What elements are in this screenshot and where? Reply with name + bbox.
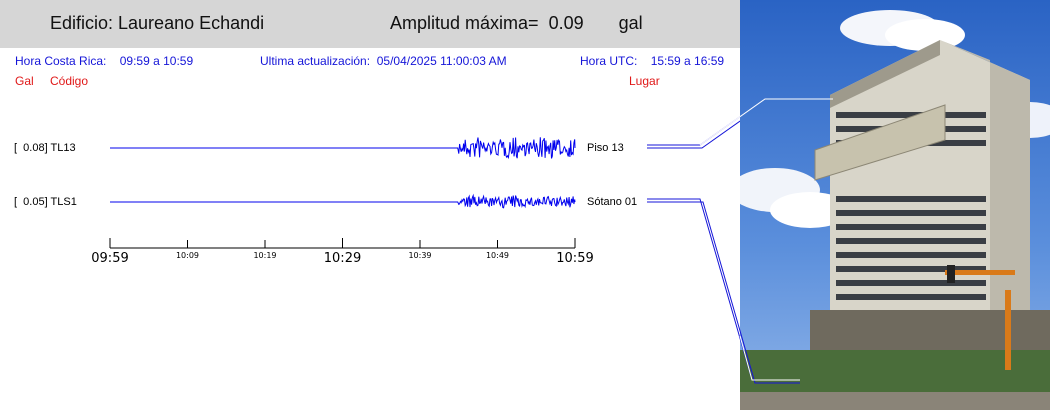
traffic-light <box>947 265 955 283</box>
peak-gal-tls1: 0.05 <box>23 196 45 208</box>
costa-rica-time: Hora Costa Rica: 09:59 a 10:59 <box>15 54 193 68</box>
building-photo <box>740 0 1050 410</box>
tick-label: 10:59 <box>556 251 593 266</box>
channel-label-tls1: [ 0.05] TLS1 <box>14 196 77 208</box>
utc-time-range: 15:59 a 16:59 <box>650 54 725 68</box>
code-tls1: TLS1 <box>50 196 77 208</box>
trace-tl13 <box>110 137 576 160</box>
street <box>740 392 1050 410</box>
peak-gal-tl13: 0.08 <box>23 142 45 154</box>
amplitude-label: Amplitud máxima= <box>390 13 539 33</box>
connector-piso13 <box>647 116 740 146</box>
column-gal: Gal <box>15 74 34 88</box>
building-name: Edificio: Laureano Echandi <box>50 13 265 33</box>
update-label: Ultima actualización: <box>260 54 371 68</box>
canopy <box>814 104 946 181</box>
trace-tls1 <box>110 193 576 209</box>
tick-label: 10:29 <box>324 251 361 266</box>
traffic-pole <box>1005 290 1011 370</box>
max-amplitude: Amplitud máxima= 0.09 gal <box>390 13 643 34</box>
connector-lines <box>647 116 740 149</box>
amplitude-unit: gal <box>618 13 643 33</box>
time-axis: 09:59 10:29 10:59 10:09 10:19 10:39 10:49 <box>91 238 594 266</box>
code-tl13: TL13 <box>50 142 76 154</box>
connector-piso13-b <box>647 120 740 149</box>
last-update: Ultima actualización: 05/04/2025 11:00:0… <box>260 54 507 68</box>
location-tls1: Sótano 01 <box>587 196 638 208</box>
seismogram-plot: 09:59 10:29 10:59 10:09 10:19 10:39 10:49 <box>91 116 740 266</box>
column-code: Código <box>50 74 89 88</box>
column-place: Lugar <box>629 74 660 88</box>
tick-label: 10:09 <box>176 251 199 260</box>
header-bar: Edificio: Laureano Echandi Amplitud máxi… <box>0 0 740 48</box>
cr-time-range: 09:59 a 10:59 <box>119 54 194 68</box>
traffic-arm <box>945 270 1015 275</box>
update-value: 05/04/2025 11:00:03 AM <box>376 54 507 68</box>
tick-label: 10:39 <box>408 251 431 260</box>
traces-group <box>110 137 576 209</box>
amplitude-value: 0.09 <box>548 13 584 33</box>
tick-label: 10:19 <box>253 251 276 260</box>
ground-floor <box>810 310 1050 355</box>
cr-time-label: Hora Costa Rica: <box>15 54 107 68</box>
utc-time: Hora UTC: 15:59 a 16:59 <box>580 54 724 68</box>
utc-time-label: Hora UTC: <box>580 54 638 68</box>
location-tl13: Piso 13 <box>587 142 624 154</box>
tick-label: 10:49 <box>486 251 509 260</box>
channel-label-tl13: [ 0.08] TL13 <box>14 142 76 154</box>
tick-label: 09:59 <box>91 251 128 266</box>
